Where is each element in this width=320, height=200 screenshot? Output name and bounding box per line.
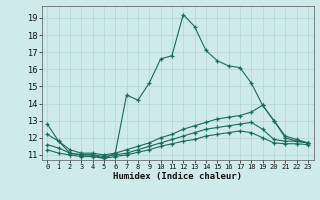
X-axis label: Humidex (Indice chaleur): Humidex (Indice chaleur) — [113, 172, 242, 181]
